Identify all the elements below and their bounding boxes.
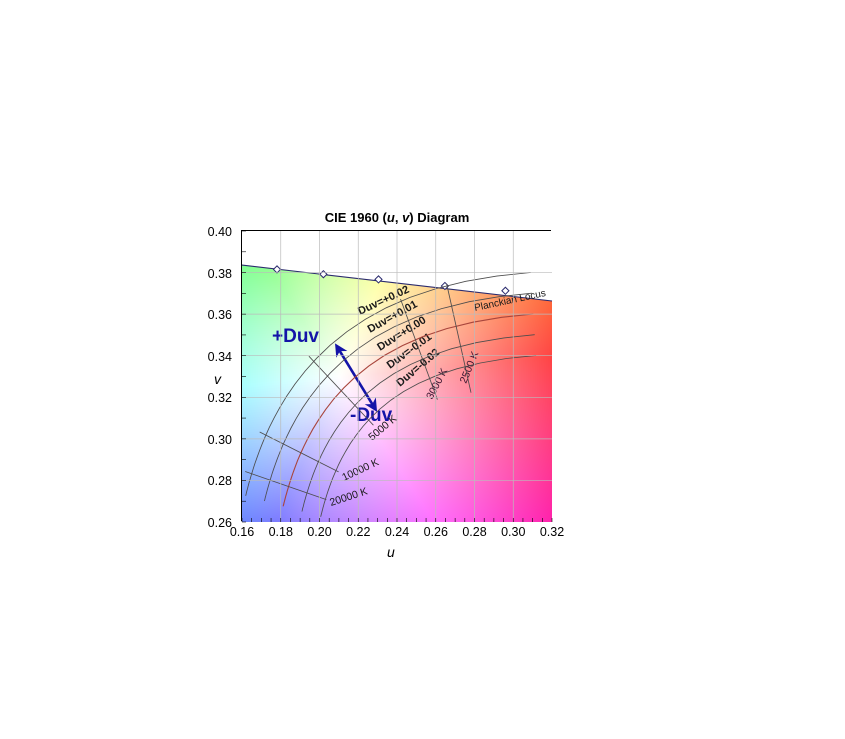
svg-text:10000 K: 10000 K: [340, 456, 381, 483]
svg-text:+Duv: +Duv: [272, 326, 319, 347]
svg-text:3000 K: 3000 K: [424, 366, 450, 401]
svg-text:20000 K: 20000 K: [328, 485, 369, 509]
